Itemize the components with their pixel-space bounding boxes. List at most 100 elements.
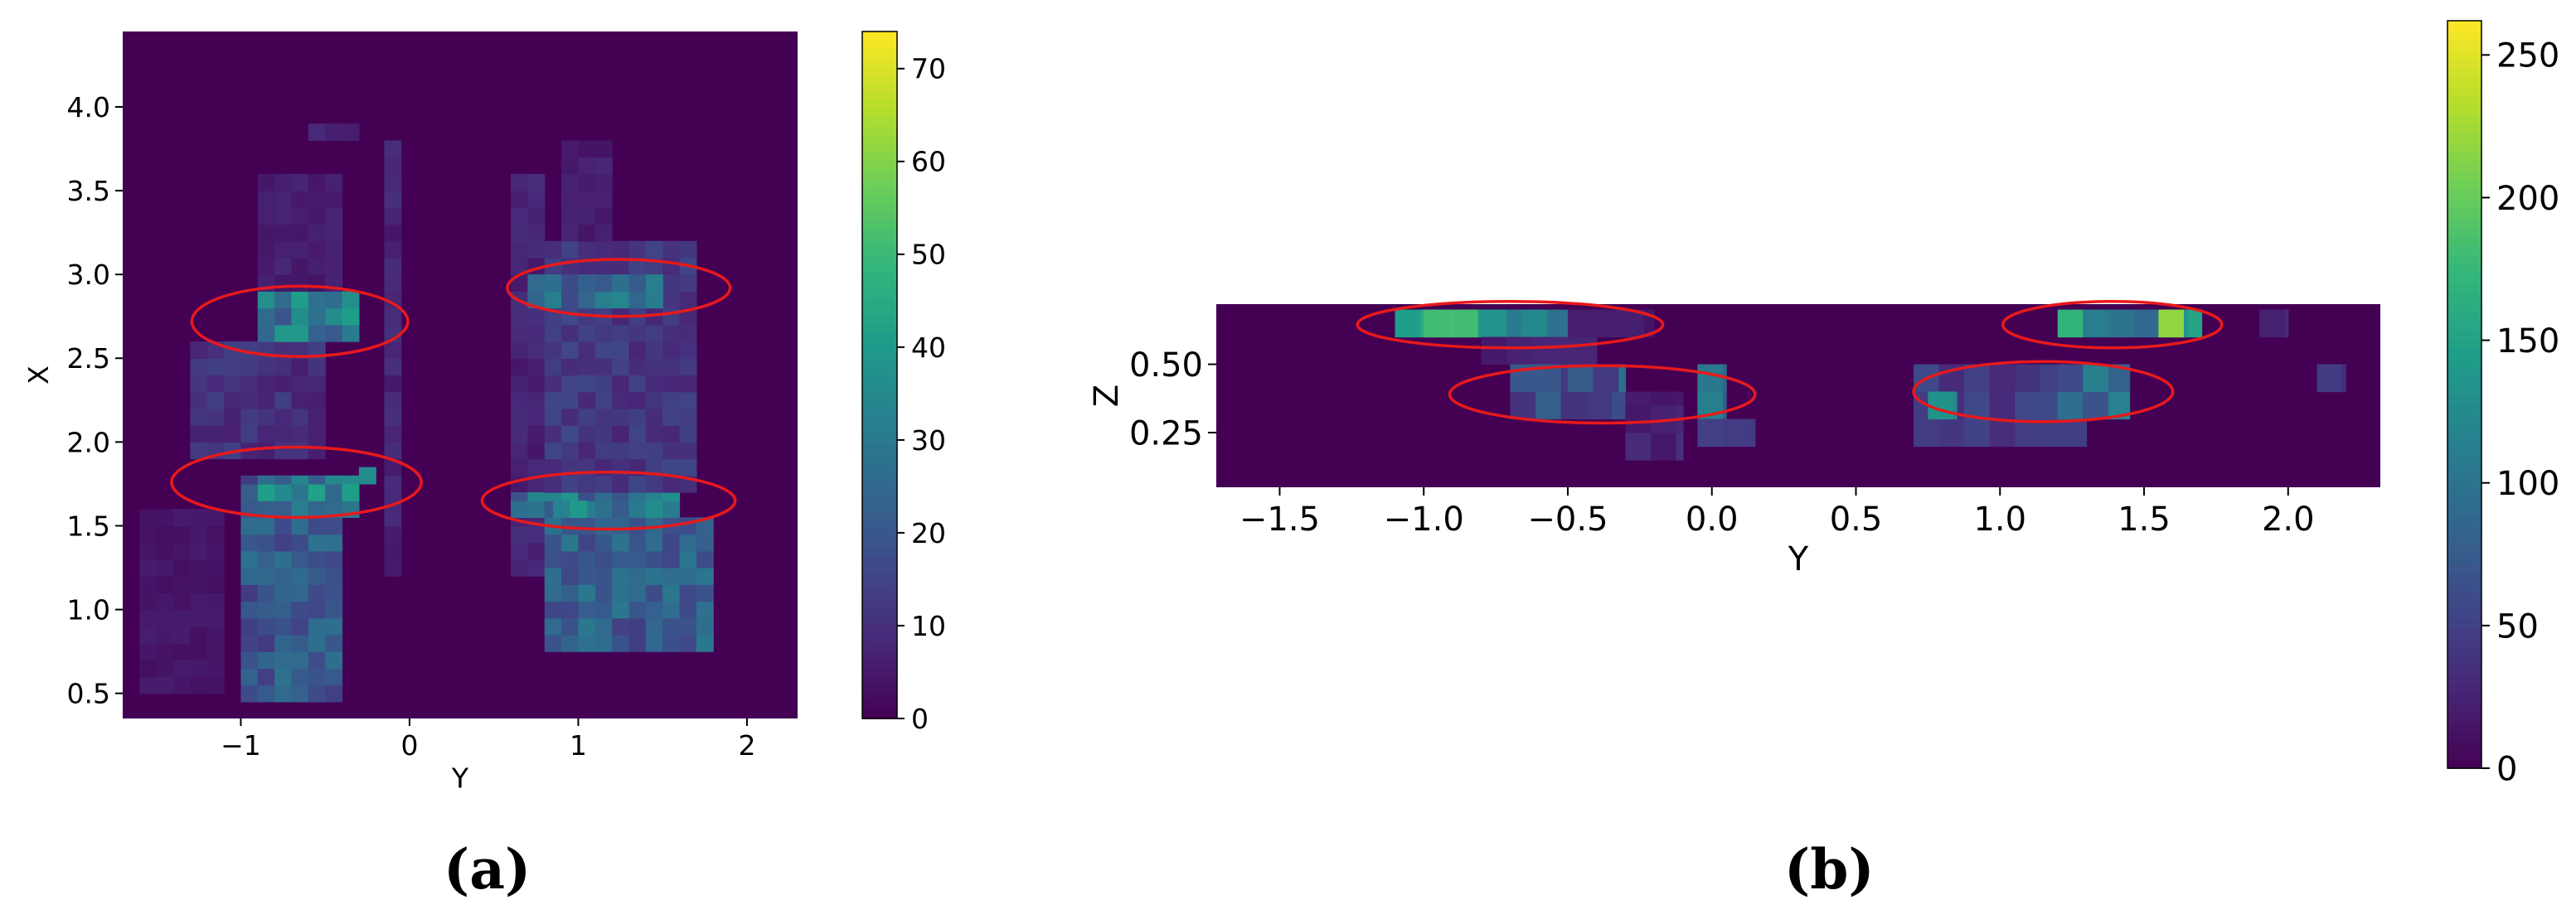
heatmap-cell bbox=[206, 542, 225, 560]
heatmap-cell bbox=[1651, 391, 1677, 406]
heatmap-cell bbox=[561, 442, 580, 460]
colorbar-segment bbox=[862, 546, 897, 556]
heatmap-cell bbox=[139, 626, 158, 644]
colorbar-segment bbox=[2447, 515, 2481, 526]
heatmap-cell bbox=[384, 140, 402, 158]
y-tick-label: 2.0 bbox=[67, 426, 110, 458]
heatmap-cell bbox=[645, 442, 663, 460]
colorbar-segment bbox=[2447, 142, 2481, 152]
heatmap-cell bbox=[628, 425, 647, 443]
heatmap-cell bbox=[384, 525, 402, 544]
heatmap-cell bbox=[190, 525, 208, 544]
heatmap-cell bbox=[308, 685, 326, 703]
heatmap-cell bbox=[662, 425, 681, 443]
colorbar-tick-label: 200 bbox=[2496, 180, 2559, 218]
colorbar-segment bbox=[2447, 487, 2481, 498]
colorbar-tick-label: 60 bbox=[911, 146, 946, 178]
colorbar-segment bbox=[2447, 703, 2481, 714]
colorbar-segment bbox=[862, 632, 897, 642]
heatmap-cell bbox=[612, 550, 630, 568]
colorbar-segment bbox=[2447, 544, 2481, 554]
heatmap-cell bbox=[594, 207, 613, 225]
heatmap-cell bbox=[173, 643, 191, 660]
x-tick-label: 2 bbox=[738, 729, 755, 762]
heatmap-cell bbox=[1618, 364, 1627, 393]
heatmap-cell bbox=[679, 568, 697, 585]
heatmap-cell bbox=[612, 617, 630, 636]
heatmap-cell bbox=[511, 240, 528, 259]
heatmap-cell bbox=[190, 542, 208, 560]
heatmap-cell bbox=[612, 391, 630, 409]
heatmap-cell bbox=[257, 475, 275, 485]
heatmap-cell bbox=[291, 584, 309, 602]
heatmap-cell bbox=[645, 550, 663, 568]
heatmap-cell bbox=[291, 207, 309, 225]
heatmap-cell bbox=[325, 224, 343, 242]
heatmap-cell bbox=[578, 341, 596, 359]
heatmap-cell bbox=[308, 123, 326, 142]
heatmap-cell bbox=[612, 257, 630, 275]
heatmap-cell bbox=[679, 601, 697, 619]
heatmap-cell bbox=[291, 191, 309, 208]
colorbar-segment bbox=[2447, 758, 2481, 769]
heatmap-cell bbox=[291, 375, 309, 393]
heatmap-cell bbox=[612, 375, 630, 393]
heatmap-cell bbox=[325, 634, 343, 652]
heatmap-cell bbox=[561, 191, 580, 208]
colorbar-segment bbox=[862, 280, 897, 290]
heatmap-cell bbox=[325, 191, 343, 208]
heatmap-cell bbox=[628, 517, 647, 535]
colorbar-segment bbox=[2447, 609, 2481, 620]
heatmap-cell bbox=[628, 617, 647, 636]
heatmap-cell bbox=[594, 291, 613, 309]
heatmap-cell bbox=[190, 660, 208, 678]
heatmap-cell bbox=[274, 517, 293, 535]
heatmap-cell bbox=[594, 341, 613, 359]
heatmap-cell bbox=[2065, 418, 2088, 447]
heatmap-cell bbox=[274, 442, 293, 460]
heatmap-cell bbox=[511, 492, 528, 501]
heatmap-cell bbox=[206, 676, 225, 694]
heatmap-cell bbox=[139, 609, 158, 627]
colorbar-segment bbox=[862, 341, 897, 351]
heatmap-cell bbox=[291, 173, 309, 191]
heatmap-cell bbox=[325, 601, 343, 619]
colorbar-segment bbox=[2447, 627, 2481, 638]
heatmap-cell bbox=[325, 483, 343, 501]
heatmap-cell bbox=[527, 391, 546, 409]
heatmap-cell bbox=[679, 442, 697, 460]
heatmap-cell bbox=[1928, 391, 1954, 420]
colorbar-frame bbox=[861, 31, 898, 719]
heatmap-cell bbox=[190, 626, 208, 644]
heatmap-cell bbox=[527, 191, 546, 208]
colorbar-segment bbox=[2447, 432, 2481, 443]
heatmap-cell bbox=[291, 475, 309, 485]
heatmap-cell bbox=[257, 257, 275, 275]
heatmap-cell bbox=[679, 584, 697, 602]
heatmap-cell bbox=[384, 307, 402, 326]
heatmap-cell bbox=[2015, 364, 2041, 393]
x-tick-label: −1.5 bbox=[1239, 501, 1320, 539]
heatmap-cell bbox=[206, 425, 225, 443]
heatmap-cell bbox=[257, 307, 275, 326]
heatmap-cell bbox=[1989, 364, 2016, 393]
heatmap-cell bbox=[628, 408, 647, 426]
heatmap-cell bbox=[325, 207, 343, 225]
heatmap-cell bbox=[578, 375, 596, 393]
heatmap-cell bbox=[662, 240, 681, 259]
y-tick-label: 3.0 bbox=[67, 259, 110, 291]
colorbar-segment bbox=[862, 452, 897, 462]
heatmap-cell bbox=[190, 408, 208, 426]
heatmap-cell bbox=[190, 341, 208, 359]
heatmap-cell bbox=[578, 517, 596, 535]
heatmap-cell bbox=[561, 291, 580, 309]
heatmap-cell bbox=[384, 191, 402, 208]
heatmap-cell bbox=[291, 517, 309, 535]
heatmap-cell bbox=[578, 584, 596, 602]
colorbar-segment bbox=[2447, 730, 2481, 741]
heatmap-cell bbox=[1531, 336, 1559, 365]
heatmap-cell bbox=[544, 291, 562, 309]
heatmap-cell bbox=[645, 341, 663, 359]
heatmap-cell bbox=[291, 307, 309, 326]
